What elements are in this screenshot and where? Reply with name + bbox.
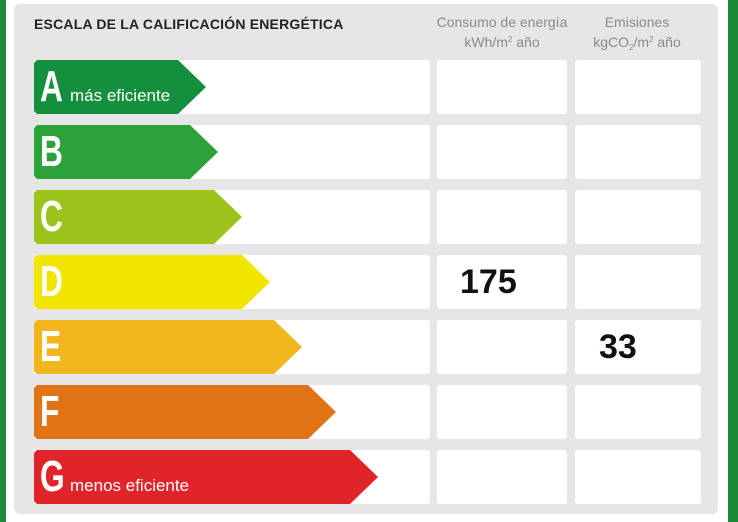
rating-letter: F — [40, 387, 60, 436]
rating-arrow-e: E — [34, 320, 302, 374]
rating-letter: B — [40, 127, 63, 176]
consumo-header-unit: kWh/m2 año — [464, 34, 540, 50]
consumo-header-line1: Consumo de energía — [436, 14, 568, 30]
rating-letter: D — [40, 257, 63, 306]
rating-row-f: F — [0, 385, 738, 439]
consumo-cell — [437, 320, 567, 374]
rating-letter: E — [40, 322, 62, 371]
consumo-cell — [437, 450, 567, 504]
rating-row-e: E 33 — [0, 320, 738, 374]
rating-letter: G — [40, 452, 65, 501]
rating-row-d: D 175 — [0, 255, 738, 309]
scale-title: ESCALA DE LA CALIFICACIÓN ENERGÉTICA — [34, 16, 344, 32]
rating-row-b: B — [0, 125, 738, 179]
emisiones-cell — [575, 255, 701, 309]
consumo-cell — [437, 255, 567, 309]
emisiones-header-line1: Emisiones — [604, 14, 670, 30]
rating-arrow-label: más eficiente — [70, 86, 171, 105]
rating-letter: C — [40, 192, 63, 241]
consumo-cell — [437, 60, 567, 114]
rating-row-c: C — [0, 190, 738, 244]
consumo-cell — [437, 125, 567, 179]
rating-letter: A — [40, 62, 63, 111]
consumo-cell — [437, 385, 567, 439]
emisiones-cell — [575, 385, 701, 439]
rating-arrow-f: F — [34, 385, 336, 439]
rating-arrow-c: C — [34, 190, 242, 244]
emisiones-cell — [575, 125, 701, 179]
emisiones-header-unit: kgCO2/m2 año — [593, 34, 681, 52]
emisiones-cell — [575, 320, 701, 374]
rating-arrow-label: menos eficiente — [70, 476, 190, 495]
consumo-value: 175 — [460, 263, 517, 301]
rating-arrow-d: D — [34, 255, 270, 309]
emisiones-value: 33 — [599, 328, 637, 366]
consumo-cell — [437, 190, 567, 244]
emisiones-cell — [575, 450, 701, 504]
emisiones-column-header: Emisiones kgCO2/m2 año — [570, 12, 704, 55]
emisiones-cell — [575, 60, 701, 114]
emisiones-cell — [575, 190, 701, 244]
rating-arrow-b: B — [34, 125, 218, 179]
consumo-column-header: Consumo de energía kWh/m2 año — [432, 12, 572, 55]
